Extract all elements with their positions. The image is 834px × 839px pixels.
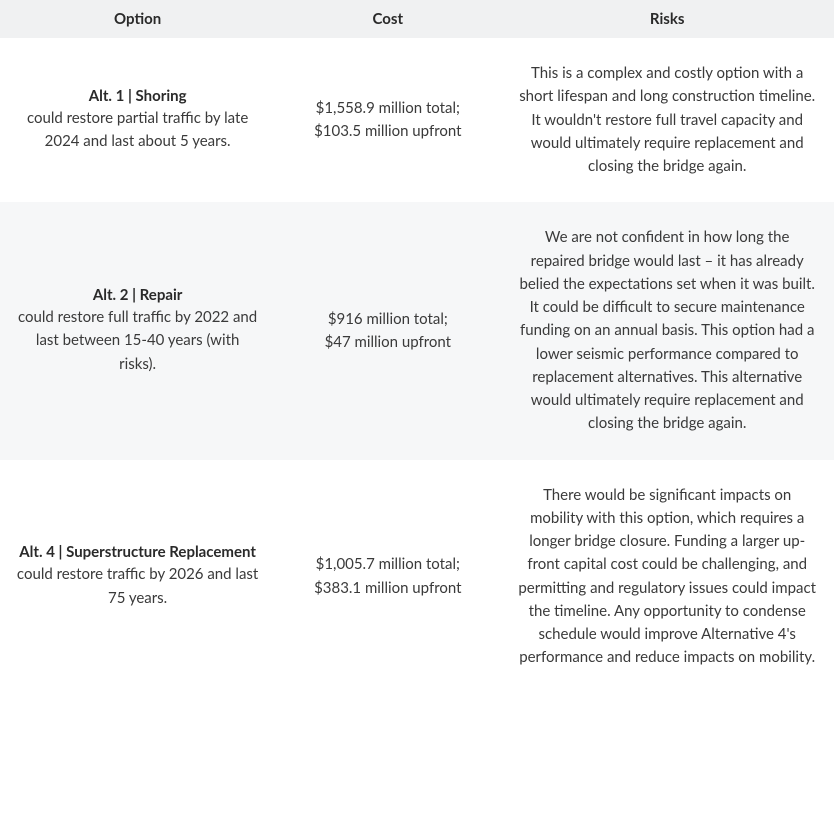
column-header-option: Option xyxy=(0,0,275,38)
column-header-risks: Risks xyxy=(500,0,834,38)
option-cell: Alt. 4 | Superstructure Replacement coul… xyxy=(0,460,275,694)
cost-cell: $1,558.9 million total; $103.5 million u… xyxy=(275,38,500,202)
cost-cell: $1,005.7 million total; $383.1 million u… xyxy=(275,460,500,694)
option-title: Alt. 1 | Shoring xyxy=(16,87,259,105)
cost-total: $1,005.7 million total; xyxy=(291,553,484,576)
option-description: could restore traffic by 2026 and last 7… xyxy=(17,565,258,606)
column-header-cost: Cost xyxy=(275,0,500,38)
cost-upfront: $383.1 million upfront xyxy=(291,577,484,600)
option-cell: Alt. 2 | Repair could restore full traff… xyxy=(0,202,275,459)
alternatives-table: Option Cost Risks Alt. 1 | Shoring could… xyxy=(0,0,834,694)
table-body: Alt. 1 | Shoring could restore partial t… xyxy=(0,38,834,694)
cost-cell: $916 million total; $47 million upfront xyxy=(275,202,500,459)
table-row: Alt. 2 | Repair could restore full traff… xyxy=(0,202,834,459)
option-description: could restore partial traffic by late 20… xyxy=(27,109,248,150)
risks-cell: This is a complex and costly option with… xyxy=(500,38,834,202)
risks-cell: There would be significant impacts on mo… xyxy=(500,460,834,694)
risks-cell: We are not confident in how long the rep… xyxy=(500,202,834,459)
table-row: Alt. 1 | Shoring could restore partial t… xyxy=(0,38,834,202)
option-title: Alt. 4 | Superstructure Replacement xyxy=(16,543,259,561)
cost-total: $1,558.9 million total; xyxy=(291,97,484,120)
option-title: Alt. 2 | Repair xyxy=(16,286,259,304)
table-header-row: Option Cost Risks xyxy=(0,0,834,38)
option-description: could restore full traffic by 2022 and l… xyxy=(18,308,257,373)
cost-upfront: $103.5 million upfront xyxy=(291,120,484,143)
cost-upfront: $47 million upfront xyxy=(291,331,484,354)
option-cell: Alt. 1 | Shoring could restore partial t… xyxy=(0,38,275,202)
cost-total: $916 million total; xyxy=(291,308,484,331)
table-row: Alt. 4 | Superstructure Replacement coul… xyxy=(0,460,834,694)
